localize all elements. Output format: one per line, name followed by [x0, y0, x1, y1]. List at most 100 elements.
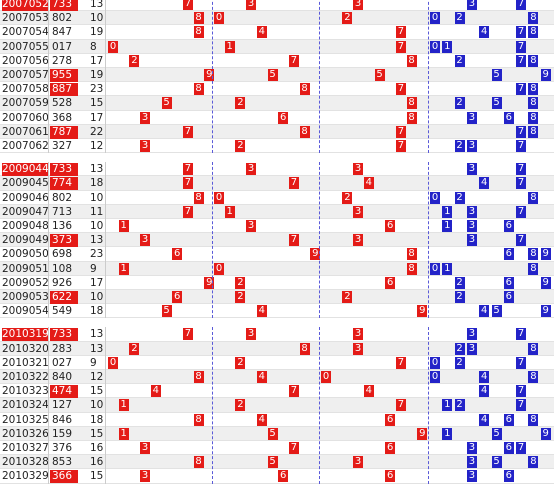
distribution-cell: 8 — [528, 97, 539, 110]
sum: 9 — [90, 356, 97, 369]
distribution-cell: 8 — [528, 26, 539, 39]
digit-cell: 8 — [299, 125, 310, 138]
number: 283 — [52, 342, 73, 355]
digit-cell: 3 — [353, 328, 364, 341]
number: 846 — [52, 413, 73, 426]
period: 2007058 — [2, 83, 49, 96]
row-divider — [0, 95, 554, 97]
sum: 9 — [90, 262, 97, 275]
digit-cell: 5 — [267, 456, 278, 469]
distribution-cell: 8 — [528, 83, 539, 96]
distribution-cell: 7 — [516, 0, 527, 10]
row-divider — [0, 218, 554, 219]
distribution-cell: 2 — [454, 356, 465, 369]
period: 2007055 — [2, 40, 49, 53]
digit-cell: 7 — [395, 83, 406, 96]
number: 733 — [50, 328, 78, 342]
distribution-cell: 8 — [528, 413, 539, 426]
row-stripe — [0, 233, 554, 248]
row-divider — [0, 109, 554, 111]
digit-cell: 4 — [150, 385, 161, 398]
sum: 23 — [90, 248, 104, 261]
row-stripe — [0, 96, 554, 111]
number: 840 — [52, 371, 73, 383]
distribution-cell: 4 — [479, 305, 490, 318]
distribution-cell: 2 — [454, 276, 465, 289]
period: 2010326 — [2, 427, 49, 440]
digit-cell: 8 — [299, 342, 310, 355]
digit-cell: 1 — [118, 399, 129, 412]
period: 2009045 — [2, 177, 49, 190]
distribution-cell: 3 — [466, 456, 477, 469]
digit-cell: 8 — [193, 371, 204, 383]
digit-cell: 7 — [182, 163, 193, 176]
distribution-cell: 1 — [442, 220, 453, 232]
column-separator — [105, 0, 106, 154]
distribution-cell: 5 — [491, 97, 502, 110]
digit-cell: 9 — [204, 276, 215, 289]
sum: 12 — [90, 371, 104, 383]
digit-cell: 2 — [235, 140, 246, 152]
distribution-cell: 7 — [516, 177, 527, 190]
distribution-cell: 7 — [516, 205, 527, 218]
distribution-cell: 2 — [454, 291, 465, 303]
distribution-cell: 7 — [516, 83, 527, 96]
digit-cell: 2 — [235, 356, 246, 369]
distribution-cell: 7 — [516, 399, 527, 412]
digit-cell: 3 — [140, 234, 151, 247]
period: 2010325 — [2, 413, 49, 426]
zone-separator — [319, 162, 320, 319]
digit-cell: 3 — [246, 163, 257, 176]
distribution-cell: 2 — [454, 97, 465, 110]
sum: 15 — [90, 427, 104, 440]
distribution-cell: 4 — [479, 385, 490, 398]
digit-cell: 3 — [353, 342, 364, 355]
sum: 19 — [90, 26, 104, 39]
distribution-cell: 3 — [466, 234, 477, 247]
period: 2007059 — [2, 97, 49, 110]
distribution-cell: 3 — [466, 111, 477, 124]
digit-cell: 6 — [172, 248, 183, 261]
zone-separator — [319, 0, 320, 154]
sum: 22 — [90, 125, 104, 138]
number: 327 — [52, 140, 73, 152]
digit-cell: 8 — [406, 111, 417, 124]
column-separator — [48, 0, 49, 154]
period: 2009044 — [2, 163, 49, 177]
period: 2007052 — [2, 0, 49, 11]
distribution-cell: 4 — [479, 177, 490, 190]
distribution-cell: 3 — [466, 220, 477, 232]
distribution-cell: 7 — [516, 234, 527, 247]
digit-cell: 4 — [256, 26, 267, 39]
row-divider — [0, 289, 554, 290]
period: 2009050 — [2, 248, 49, 261]
row-divider — [0, 383, 554, 385]
period: 2007056 — [2, 54, 49, 67]
digit-cell: 6 — [385, 442, 396, 454]
period: 2010327 — [2, 442, 49, 454]
digit-cell: 3 — [353, 0, 364, 10]
distribution-cell: 8 — [528, 248, 539, 261]
distribution-cell: 8 — [528, 191, 539, 204]
distribution-cell: 4 — [479, 413, 490, 426]
distribution-cell: 7 — [516, 442, 527, 454]
digit-cell: 7 — [395, 125, 406, 138]
sum: 16 — [90, 442, 104, 454]
number: 887 — [50, 83, 78, 97]
distribution-cell: 7 — [516, 328, 527, 341]
digit-cell: 0 — [108, 356, 118, 369]
row-divider — [0, 425, 554, 427]
digit-cell: 7 — [288, 54, 299, 67]
digit-cell: 5 — [267, 69, 278, 81]
digit-cell: 8 — [193, 413, 204, 426]
digit-cell: 7 — [182, 328, 193, 341]
period: 2007061 — [2, 125, 49, 138]
distribution-cell: 7 — [516, 140, 527, 152]
period: 2010320 — [2, 342, 49, 355]
digit-cell: 1 — [118, 220, 129, 232]
digit-cell: 4 — [363, 177, 374, 190]
distribution-cell: 2 — [454, 191, 465, 204]
distribution-cell: 6 — [503, 220, 514, 232]
digit-cell: 9 — [417, 427, 428, 440]
zone-separator — [428, 327, 429, 484]
